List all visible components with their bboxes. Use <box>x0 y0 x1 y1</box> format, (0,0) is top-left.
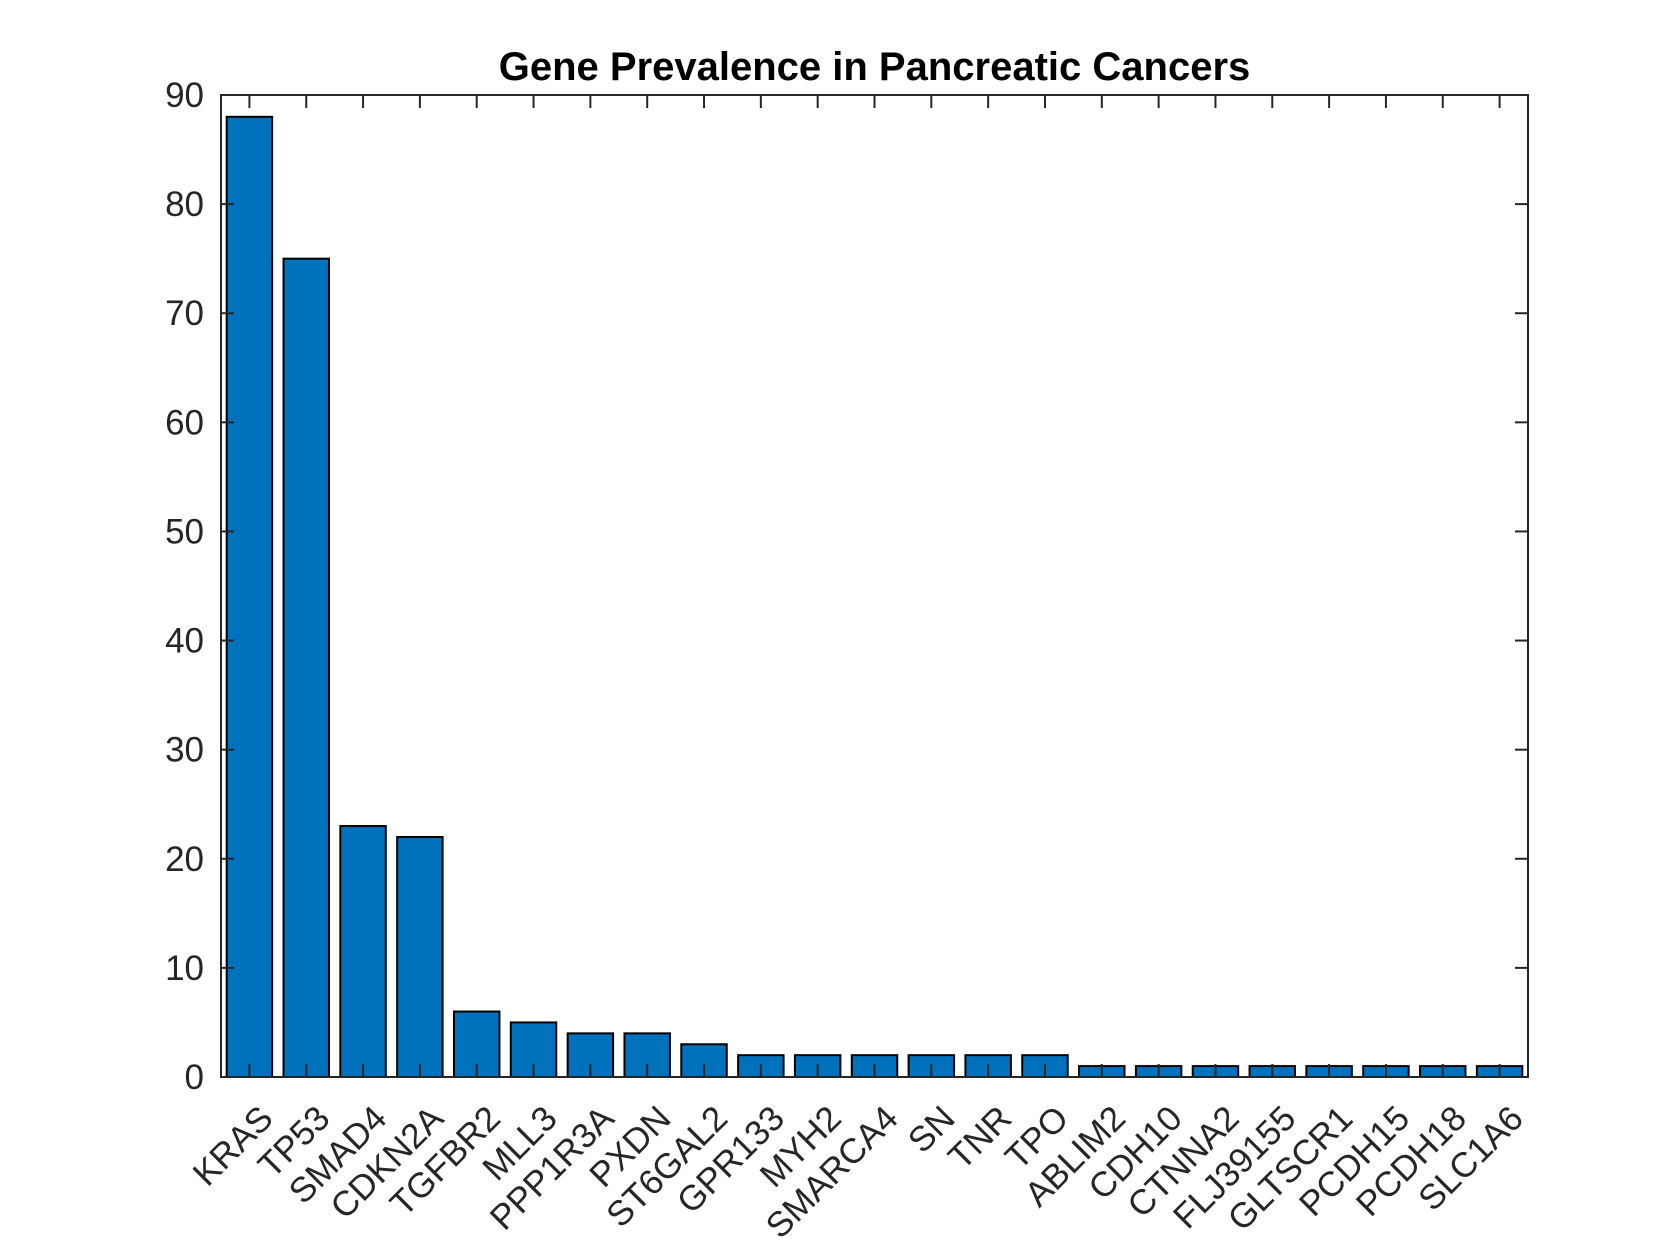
y-tick-label: 30 <box>165 731 204 770</box>
bar-smad4 <box>339 825 387 1078</box>
x-tick-label-tnr: TNR <box>941 1099 1019 1177</box>
y-tick-label: 10 <box>165 949 204 988</box>
y-tick-label: 50 <box>165 512 204 551</box>
bar-tp53 <box>282 257 330 1079</box>
y-axis-ticks: 0 10 20 30 40 50 60 70 80 90 <box>165 76 1528 1097</box>
bars <box>225 115 1524 1079</box>
y-tick-label: 90 <box>165 76 204 115</box>
y-tick-label: 0 <box>185 1058 204 1097</box>
y-tick-label: 20 <box>165 840 204 879</box>
y-tick-label: 40 <box>165 622 204 661</box>
bar-cdkn2a <box>396 835 444 1079</box>
y-tick-label: 70 <box>165 294 204 333</box>
y-tick-label: 60 <box>165 403 204 442</box>
bar-kras <box>225 115 274 1078</box>
chart-title: Gene Prevalence in Pancreatic Cancers <box>499 45 1251 89</box>
y-tick-label: 80 <box>165 185 204 224</box>
